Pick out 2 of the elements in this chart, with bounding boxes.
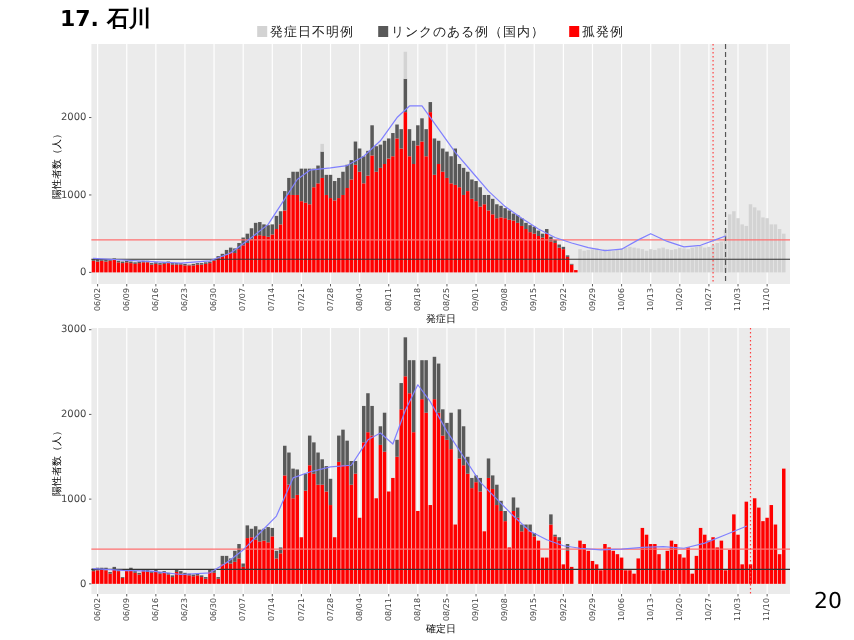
chart-title: 17. 石川 [60,6,151,32]
text: 20 [814,588,842,614]
